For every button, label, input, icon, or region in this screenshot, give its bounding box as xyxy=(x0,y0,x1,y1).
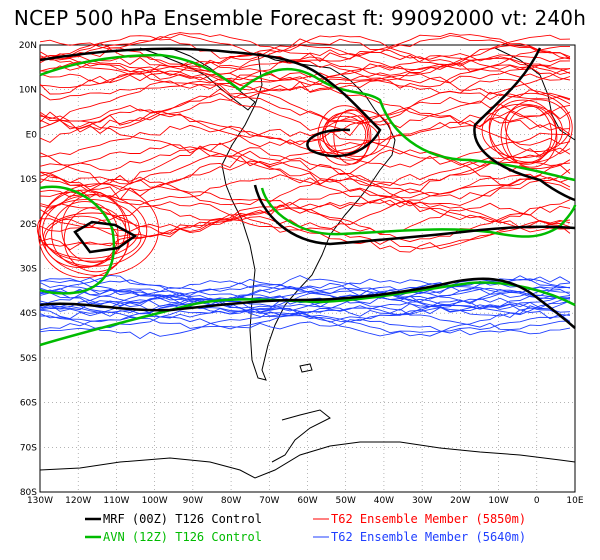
legend: MRF (00Z) T126 Control T62 Ensemble Membe… xyxy=(85,512,526,544)
latitude-label: 70S xyxy=(20,443,37,453)
longitude-label: 20W xyxy=(450,496,470,506)
ensemble-5850m-contour xyxy=(39,88,571,133)
latitude-labels: 20N 10N E0 10S 20S 30S 40S 50S 60S 70S 80S xyxy=(19,41,37,498)
avn-south-contour xyxy=(39,281,576,347)
avn-mid-contour xyxy=(260,187,577,238)
graticule xyxy=(40,45,575,492)
longitude-label: 30W xyxy=(412,496,432,506)
ensemble-5850m-contour xyxy=(39,52,571,84)
ensemble-5640m-contour xyxy=(39,310,571,334)
latitude-label: 20N xyxy=(19,41,37,51)
ensemble-5850m-contour xyxy=(39,183,159,276)
avn-north-contour xyxy=(39,53,576,182)
ensemble-5850m-contour xyxy=(39,175,571,207)
ensemble-5850m-contour xyxy=(39,32,571,63)
ensemble-5850m-contour xyxy=(39,204,571,243)
falklands xyxy=(299,363,313,373)
ensemble-5640m-contour xyxy=(39,278,571,304)
ensemble-5640m-contour xyxy=(39,308,571,336)
ensemble-5640m-contour xyxy=(39,285,571,312)
ensemble-5850m-contour xyxy=(41,194,148,267)
ensemble-5850m-contour xyxy=(321,115,367,154)
longitude-label: 10W xyxy=(488,496,508,506)
ensemble-5640m-contour xyxy=(39,287,571,315)
avn-control-contours xyxy=(39,53,577,347)
ensemble-5850m-contour xyxy=(333,109,370,165)
latitude-label: 10N xyxy=(19,86,37,96)
longitude-label: 0 xyxy=(534,496,540,506)
africa-coast xyxy=(494,47,576,141)
longitude-label: 130W xyxy=(27,496,53,506)
longitude-label: 50W xyxy=(336,496,356,506)
longitude-label: 60W xyxy=(297,496,317,506)
ensemble-5850m-contour xyxy=(504,99,571,152)
latitude-label: 40S xyxy=(20,309,37,319)
ensemble-5640m-contour xyxy=(40,309,571,340)
mrf-mid-contour xyxy=(253,184,576,246)
avn-high-loop xyxy=(39,185,116,295)
ensemble-5850m-contour xyxy=(39,34,571,60)
longitude-label: 10E xyxy=(566,496,583,506)
ensemble-5850m-contour xyxy=(500,104,553,165)
mrf-north-contour xyxy=(39,47,382,158)
longitude-label: 90W xyxy=(183,496,203,506)
ensemble-5850m-contour xyxy=(39,49,571,81)
ensemble-5640m-contour xyxy=(39,293,571,320)
latitude-label: 50S xyxy=(20,354,37,364)
ensemble-5640m-contour xyxy=(39,297,571,323)
longitude-label: 100W xyxy=(142,496,168,506)
ensemble-5850m-contour xyxy=(39,174,571,211)
ensemble-5850m-contour xyxy=(39,107,571,148)
latitude-label: 30S xyxy=(20,265,37,275)
longitude-label: 70W xyxy=(259,496,279,506)
ensemble-5850m-contour xyxy=(39,54,571,85)
ensemble-5850m-contour xyxy=(481,103,563,159)
longitude-label: 80W xyxy=(221,496,241,506)
ensemble-5850m-contour xyxy=(39,72,571,101)
legend-label: T62 Ensemble Member (5850m) xyxy=(331,512,526,526)
mrf-east-trough xyxy=(473,47,576,202)
longitude-label: 120W xyxy=(65,496,91,506)
ensemble-5640m-contour xyxy=(39,288,571,315)
legend-label: AVN (12Z) T126 Control xyxy=(103,530,262,544)
ensemble-5640m-contour xyxy=(39,303,571,330)
ensemble-5850m-contour xyxy=(39,92,571,137)
latitude-label: 10S xyxy=(20,175,37,185)
ensemble-5850m-contour xyxy=(39,187,571,223)
ensemble-5850m-contour xyxy=(51,201,119,268)
ensemble-5850m-contour xyxy=(39,33,571,64)
mrf-high-loop xyxy=(73,220,138,254)
ensemble-5850m-contour xyxy=(63,206,129,273)
antarctic-peninsula xyxy=(271,409,331,463)
latitude-label: 60S xyxy=(20,399,37,409)
latitude-label: 80S xyxy=(20,488,37,498)
ensemble-5850m-contour xyxy=(43,212,142,262)
mrf-south-contour xyxy=(39,277,576,329)
ensemble-5850m-contour xyxy=(319,119,380,161)
ensemble-5850m-contour xyxy=(505,105,558,168)
longitude-label: 110W xyxy=(103,496,129,506)
chart-title: NCEP 500 hPa Ensemble Forecast ft: 99092… xyxy=(13,6,587,30)
longitude-label: 40W xyxy=(374,496,394,506)
longitude-labels: 130W 120W 110W 100W 90W 80W 70W 60W 50W 40W 30W 20W… xyxy=(27,496,584,506)
ensemble-5850m-contour xyxy=(39,78,571,123)
antarctica-coast xyxy=(39,441,576,479)
ensemble-5850m-contour xyxy=(39,80,571,128)
mrf-control-contours xyxy=(39,47,576,329)
ensemble-5640m-contour xyxy=(39,274,571,303)
ensemble-5850m-contour xyxy=(39,62,571,93)
ensemble-5850m-contour xyxy=(324,109,392,157)
ensemble-5850m-contour xyxy=(39,117,571,162)
ensemble-5640m-contour xyxy=(39,286,571,315)
ensemble-5850m-contour xyxy=(39,160,571,200)
ensemble-5850m-contour xyxy=(39,142,571,186)
ensemble-5850m-contour xyxy=(39,128,571,173)
legend-label: MRF (00Z) T126 Control xyxy=(103,512,262,526)
ensemble-5850m-contour xyxy=(39,219,571,253)
legend-label: T62 Ensemble Member (5640m) xyxy=(331,530,526,544)
latitude-label: 20S xyxy=(20,220,37,230)
latitude-label: E0 xyxy=(26,130,38,140)
ensemble-5850m-contour xyxy=(489,99,557,164)
